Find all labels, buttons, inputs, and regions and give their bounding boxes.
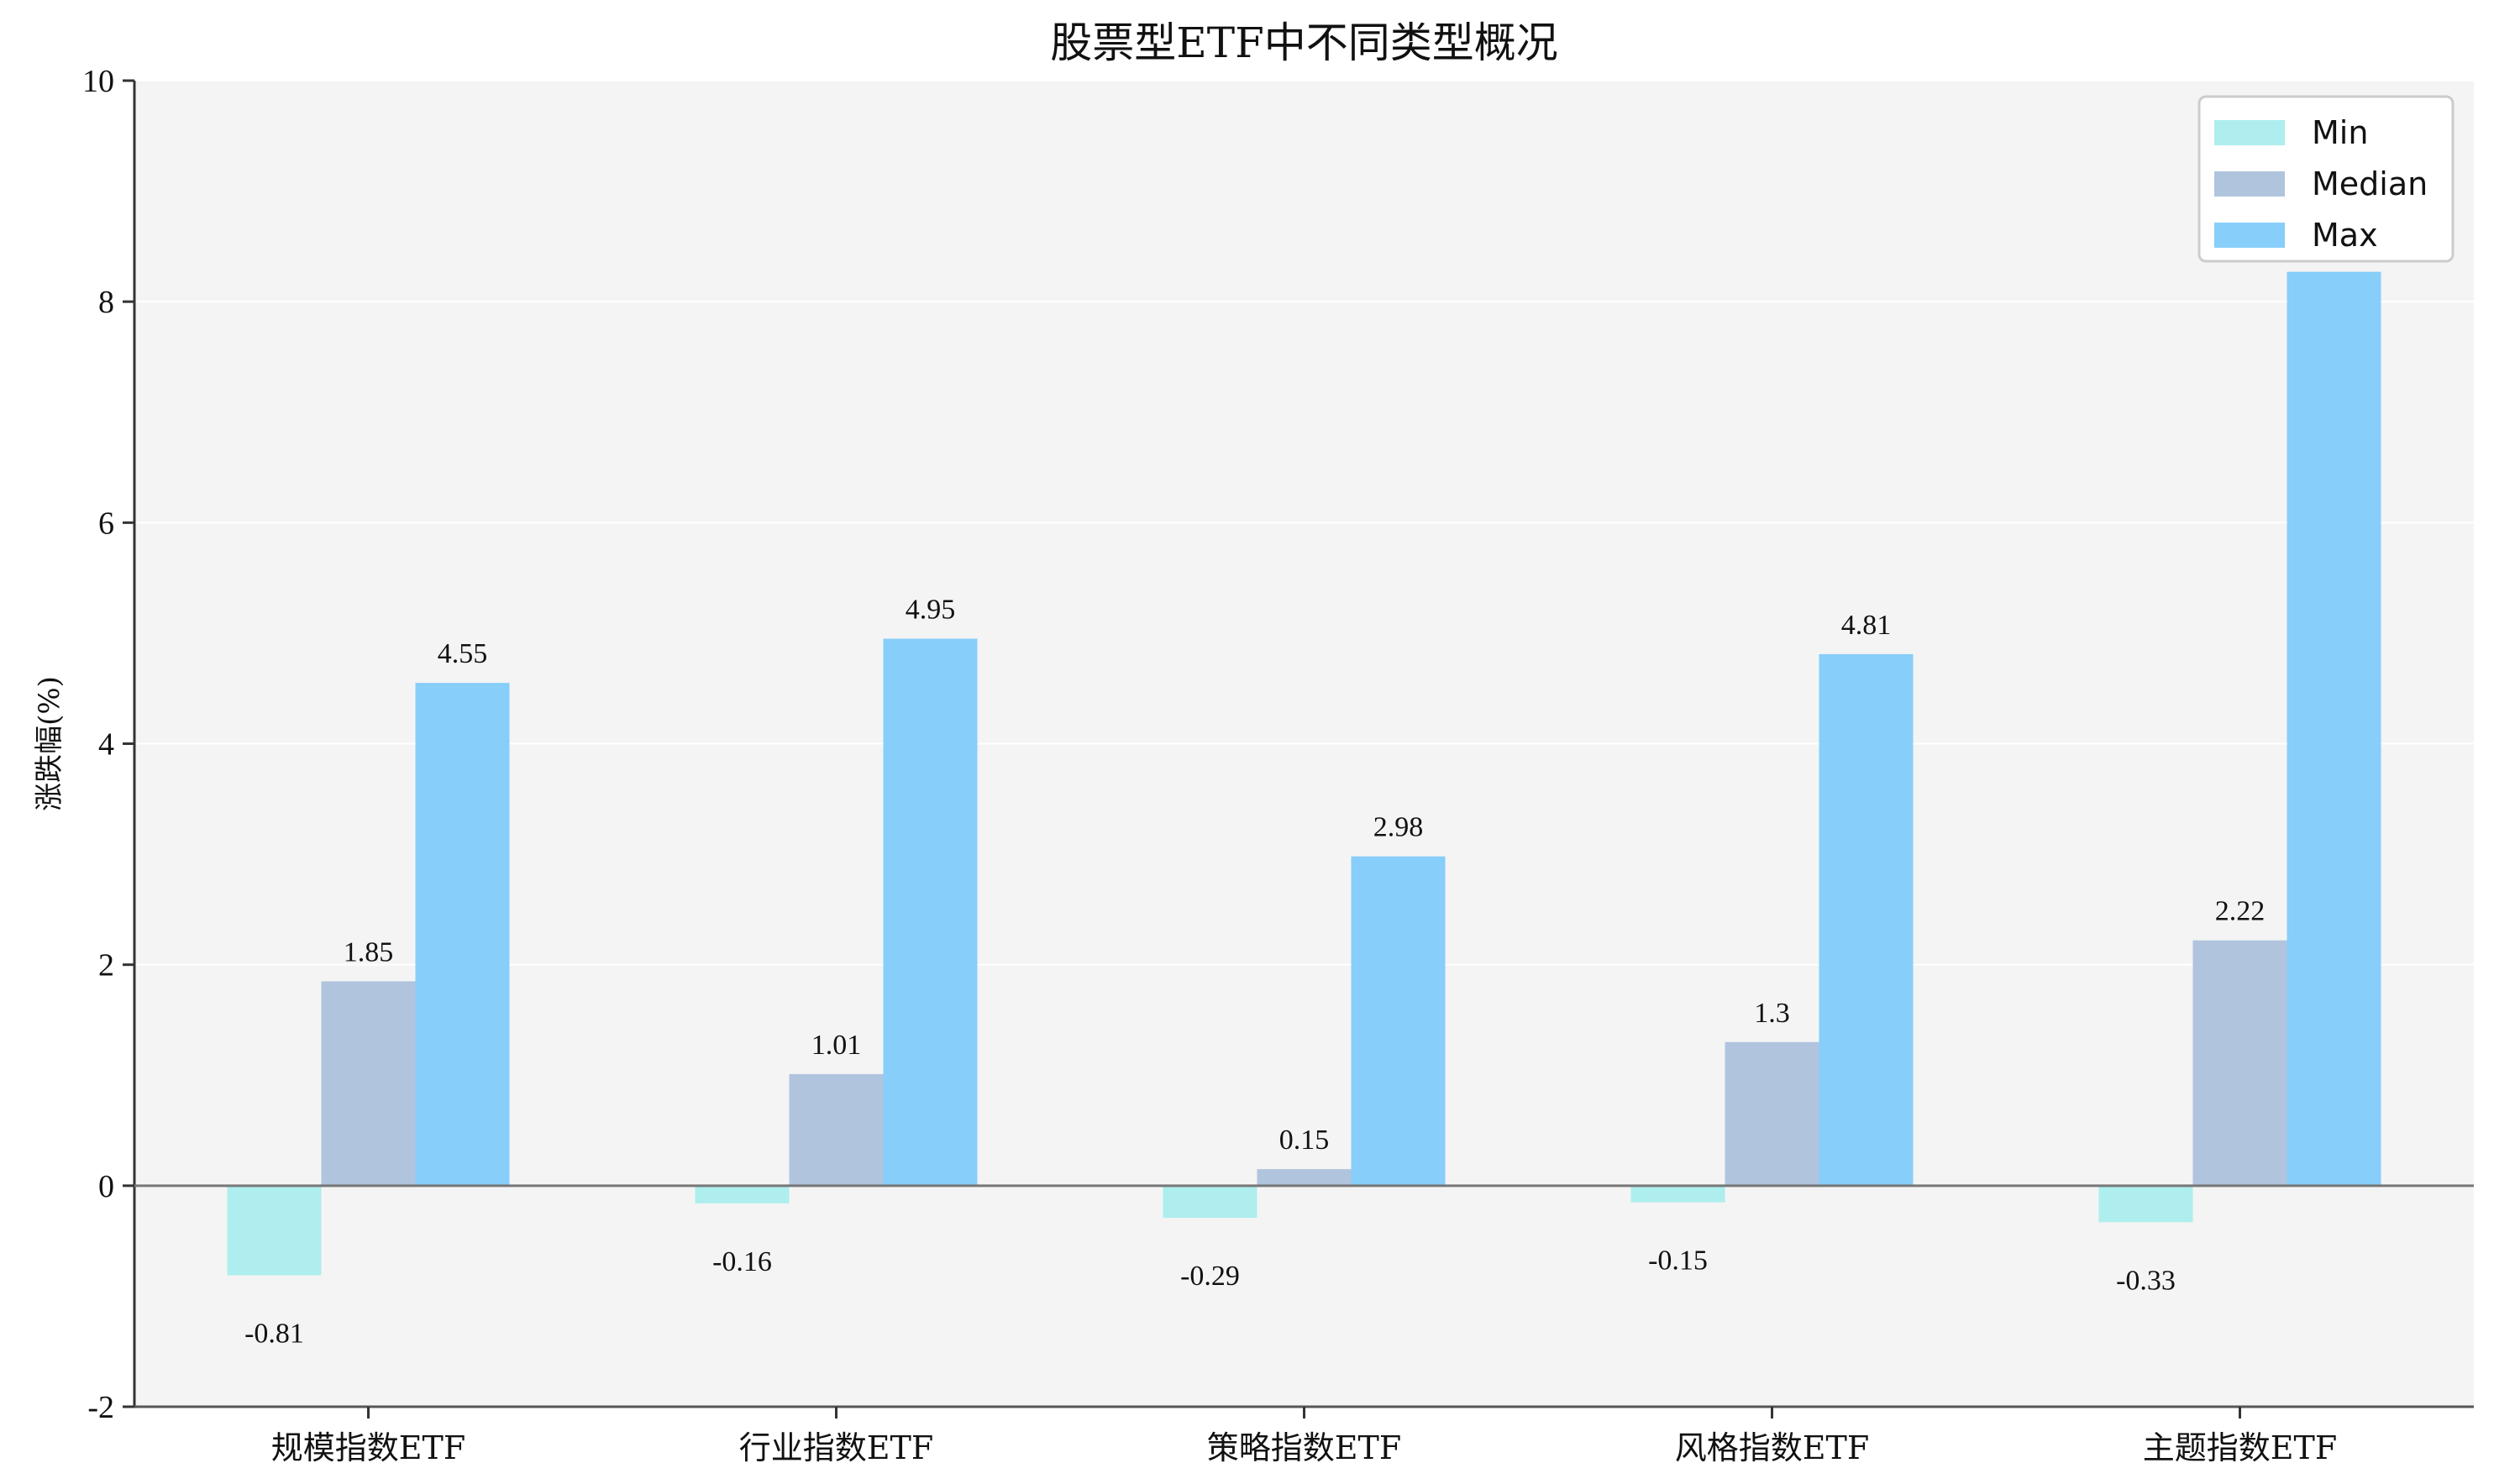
y-tick-label: 0 [98,1169,114,1204]
bar-min [1163,1185,1258,1218]
legend-swatch-median [2214,171,2285,197]
bars [227,271,2381,1276]
y-axis-label: 涨跌幅(%) [33,676,66,811]
x-tick-label: 规模指数ETF [271,1429,465,1466]
data-label: -0.33 [2116,1265,2176,1296]
legend-label-min: Min [2312,114,2368,151]
bar-median [789,1073,884,1186]
x-tick-label: 策略指数ETF [1207,1429,1401,1466]
bar-max [1819,653,1914,1186]
x-tick-label: 行业指数ETF [739,1429,933,1466]
bar-median [1725,1041,1819,1186]
data-label: -0.16 [712,1246,772,1277]
y-tick-label: 10 [82,64,114,99]
x-tick-label: 风格指数ETF [1675,1429,1869,1466]
bar-max [2287,271,2381,1186]
legend: Min Median Max [2197,95,2455,263]
legend-swatch-min [2214,120,2285,145]
bar-max [415,683,510,1186]
data-label: 1.01 [811,1030,862,1061]
bar-min [227,1185,322,1276]
data-label: -0.81 [244,1318,304,1349]
y-tick-label: -2 [87,1390,114,1425]
data-label: 4.95 [906,594,956,625]
chart-title: 股票型ETF中不同类型概况 [1050,18,1558,67]
y-tick-label: 6 [98,506,114,541]
y-tick-label: 2 [98,948,114,983]
data-label: 2.98 [1373,812,1424,843]
bar-max [1351,856,1446,1186]
data-label: 1.3 [1754,998,1790,1029]
data-label: -0.15 [1648,1245,1708,1277]
bar-median [321,981,416,1186]
bar-max [883,638,978,1186]
data-label: -0.29 [1180,1261,1240,1292]
bar-min [695,1185,790,1203]
x-tick-label: 主题指数ETF [2143,1429,2337,1466]
bar-min [2098,1185,2193,1223]
legend-label-median: Median [2312,165,2428,202]
axes: -2 0 2 4 6 8 10 规模指数ETF 行业指数ETF 策略指数ETF 风格指数ETF 主题指… [82,64,2474,1466]
y-tick-label: 8 [98,285,114,320]
data-label: 0.15 [1279,1125,1330,1156]
data-label: 1.85 [344,936,394,967]
bar-min [1630,1185,1725,1203]
data-label: 2.22 [2215,896,2266,927]
legend-swatch-max [2214,223,2285,248]
y-tick-label: 4 [98,727,114,763]
data-label: 4.81 [1841,610,1892,641]
data-label: 4.55 [438,638,488,669]
bar-median [2192,940,2287,1186]
legend-label-max: Max [2312,217,2378,254]
bar-median [1257,1169,1352,1186]
